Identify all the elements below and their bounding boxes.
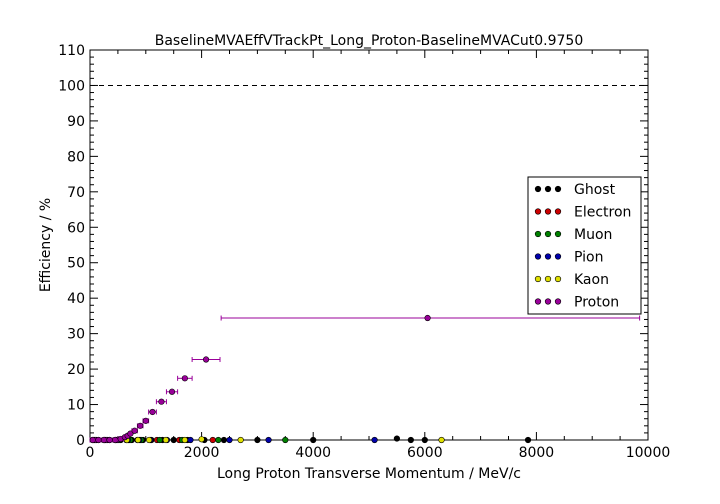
legend-marker	[554, 275, 562, 283]
data-point	[142, 417, 149, 424]
data-point	[237, 436, 244, 444]
data-point	[146, 436, 153, 444]
legend-marker	[544, 253, 552, 260]
data-point	[100, 436, 108, 444]
legend-marker	[534, 208, 542, 215]
legend-marker	[554, 185, 562, 193]
legend-box	[527, 176, 642, 315]
data-point	[89, 436, 96, 444]
chart-title: BaselineMVAEffVTrackPt_Long_Proton-Basel…	[155, 33, 583, 49]
legend-marker	[534, 253, 542, 260]
data-point	[149, 408, 156, 416]
legend-marker	[554, 230, 562, 238]
data-point	[265, 436, 272, 444]
data-point	[220, 436, 228, 444]
x-tick-label: 4000	[295, 445, 331, 461]
data-point	[106, 436, 113, 444]
legend-marker	[544, 275, 552, 283]
legend-label: Pion	[574, 250, 603, 266]
data-point	[209, 436, 216, 444]
legend-item-ghost: Ghost	[534, 182, 616, 198]
data-point	[202, 356, 210, 363]
data-point	[524, 436, 532, 444]
y-tick-label: 30	[67, 327, 85, 343]
legend-marker	[534, 230, 542, 238]
data-point	[131, 427, 138, 434]
series-proton	[89, 314, 641, 444]
y-tick-label: 50	[67, 256, 85, 272]
legend-label: Electron	[574, 205, 631, 221]
data-point	[181, 375, 188, 382]
legend-item-proton: Proton	[534, 295, 619, 311]
y-tick-label: 40	[67, 291, 85, 307]
legend-marker	[534, 185, 542, 193]
data-point	[112, 436, 119, 444]
data-point	[407, 436, 414, 444]
y-tick-label: 90	[67, 114, 85, 130]
data-point	[95, 436, 102, 444]
data-point	[226, 436, 233, 444]
data-point	[393, 435, 401, 442]
data-point	[254, 436, 261, 444]
x-tick-label: 6000	[407, 445, 443, 461]
y-tick-label: 110	[58, 43, 85, 59]
data-point	[421, 436, 428, 444]
legend-marker	[544, 185, 552, 193]
y-tick-label: 70	[67, 185, 85, 201]
data-point	[282, 436, 289, 444]
x-tick-label: 10000	[626, 445, 671, 461]
axis-ticks	[89, 49, 649, 441]
legend-marker	[534, 275, 542, 283]
legend-label: Ghost	[574, 182, 616, 198]
data-point	[215, 436, 222, 444]
legend-item-electron: Electron	[534, 205, 631, 221]
data-point	[371, 436, 378, 444]
y-tick-label: 20	[67, 362, 85, 378]
data-point	[438, 436, 445, 444]
legend-marker	[544, 230, 552, 238]
legend-marker	[534, 298, 542, 305]
data-point	[158, 398, 165, 405]
data-point	[170, 436, 177, 444]
data-point	[310, 436, 317, 444]
x-axis-label: Long Proton Transverse Momentum / MeV/c	[217, 466, 521, 482]
legend-marker	[544, 298, 552, 305]
y-tick-label: 60	[67, 220, 85, 236]
legend-item-kaon: Kaon	[534, 272, 609, 288]
legend-marker	[554, 298, 562, 305]
y-axis-label: Efficiency / %	[38, 198, 54, 292]
data-point	[162, 436, 169, 444]
data-point	[424, 314, 431, 322]
data-points	[89, 314, 641, 444]
data-point	[168, 388, 176, 395]
y-tick-label: 10	[67, 398, 85, 414]
legend-marker	[544, 208, 552, 215]
legend-marker	[554, 208, 562, 215]
legend-label: Kaon	[574, 272, 609, 288]
x-tick-label: 8000	[519, 445, 555, 461]
data-point	[198, 436, 205, 443]
legend: Ghost Electron Muon Pion Kaon Proton	[527, 176, 642, 315]
data-point	[181, 436, 188, 444]
y-tick-label: 80	[67, 149, 85, 165]
legend-label: Muon	[574, 227, 612, 243]
legend-marker	[554, 253, 562, 260]
x-tick-label: 2000	[184, 445, 220, 461]
y-tick-label: 0	[76, 433, 85, 449]
y-tick-label: 100	[58, 78, 85, 94]
x-tick-label: 0	[86, 445, 95, 461]
legend-item-muon: Muon	[534, 227, 612, 243]
legend-label: Proton	[574, 295, 619, 311]
data-point	[134, 436, 142, 444]
data-point	[137, 422, 144, 429]
axis-tick-labels: 0 2000 4000 6000 8000 10000 0 10 20 30 40 50 60 70 80 9…	[58, 43, 670, 461]
data-point	[187, 436, 194, 444]
data-point	[156, 436, 163, 444]
legend-item-pion: Pion	[534, 250, 603, 266]
